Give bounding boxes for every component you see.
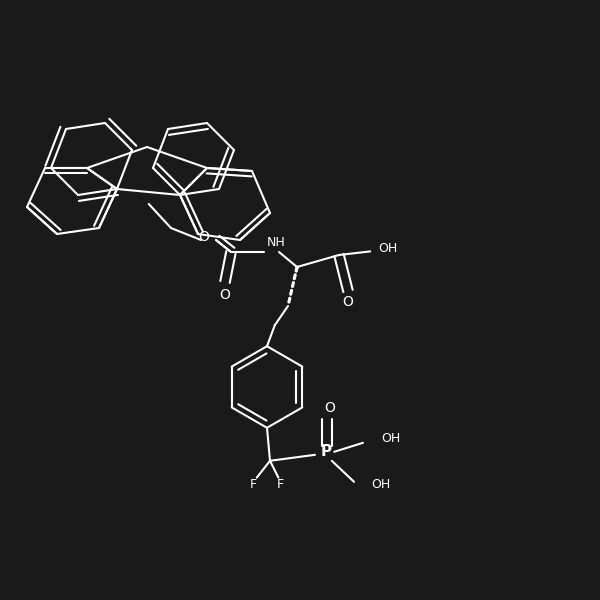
Text: O: O — [343, 295, 353, 309]
Text: F: F — [277, 478, 284, 491]
Text: F: F — [250, 478, 257, 491]
Text: OH: OH — [371, 478, 390, 491]
Text: OH: OH — [378, 242, 397, 256]
Text: O: O — [325, 401, 335, 415]
Text: O: O — [199, 230, 209, 244]
Text: OH: OH — [381, 431, 400, 445]
Text: NH: NH — [267, 236, 286, 250]
Text: P: P — [320, 444, 331, 460]
Text: O: O — [220, 288, 230, 302]
